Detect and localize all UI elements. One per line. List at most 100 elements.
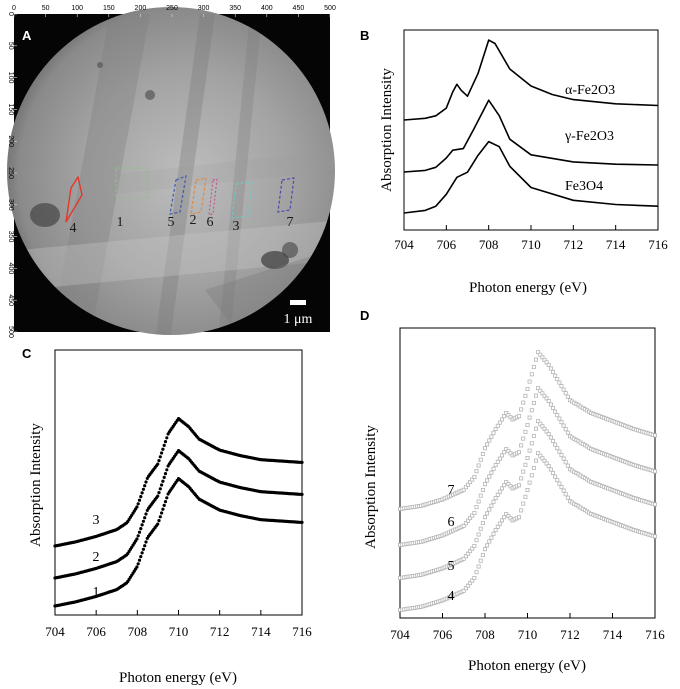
top-tick-label: 400: [261, 5, 273, 12]
scale-bar: [290, 300, 306, 305]
panel-d-xtick-label: 704: [390, 627, 410, 642]
panel-d-point: [482, 515, 487, 520]
panel-d-point: [548, 366, 553, 371]
panel-d-point: [561, 423, 566, 428]
left-tick-label: 400: [7, 263, 14, 275]
panel-d-point: [495, 524, 500, 529]
panel-d-point: [563, 427, 568, 432]
panel-letter-c: C: [22, 346, 32, 361]
panel-d-point: [485, 478, 490, 483]
panel-d-point: [472, 510, 477, 515]
panel-d-point: [525, 455, 530, 460]
panel-d-point: [468, 549, 473, 554]
panel-d-point: [521, 469, 526, 474]
panel-c-point: [137, 558, 142, 562]
panel-d-point: [508, 415, 513, 420]
panel-d-point: [480, 521, 485, 526]
panel-c-point: [165, 496, 169, 500]
panel-d-point: [478, 457, 483, 462]
panel-d-point: [540, 355, 545, 360]
panel-d-point: [557, 416, 562, 421]
panel-d-point: [506, 449, 511, 454]
panel-c-point: [163, 440, 168, 444]
panel-d-point: [536, 386, 541, 391]
panel-d-point: [463, 485, 468, 490]
panel-d-plot: 704 706 708 710 712 714 716 4 5 6 7: [390, 327, 665, 642]
panel-b-series-label: γ-Fe2O3: [564, 129, 614, 144]
panel-c-point: [158, 487, 162, 491]
region-label-1: 1: [117, 215, 124, 230]
panel-d-point: [529, 408, 534, 413]
panel-d-xtick-label: 714: [603, 627, 623, 642]
panel-d-point: [506, 482, 511, 487]
panel-d-series-label: 6: [448, 515, 455, 530]
panel-d-point: [551, 438, 556, 443]
panel-d-point: [506, 413, 511, 418]
panel-c-point: [143, 516, 147, 520]
left-tick-label: 350: [7, 231, 14, 243]
panel-d-point: [542, 426, 547, 431]
panel-d-series-label: 5: [448, 559, 455, 574]
panel-c-point: [161, 479, 165, 483]
panel-d-point: [563, 391, 568, 396]
panel-d-point: [536, 451, 541, 456]
panel-d-point: [502, 515, 507, 520]
panel-c-point: [135, 565, 139, 569]
panel-c-point: [156, 494, 160, 498]
panel-d-point: [468, 581, 473, 586]
panel-c-point: [156, 522, 160, 526]
panel-d-point: [544, 429, 549, 434]
panel-d-point: [463, 586, 468, 591]
panel-d-point: [504, 479, 509, 484]
panel-d-xtick-label: 716: [645, 627, 665, 642]
panel-d-point: [517, 450, 522, 455]
panel-b-xtick-label: 710: [521, 237, 541, 252]
panel-d-point: [551, 470, 556, 475]
panel-d-point: [540, 424, 545, 429]
panel-d-point: [470, 578, 475, 583]
panel-d-point: [468, 480, 473, 485]
panel-c-frame: [54, 349, 303, 616]
panel-d-point: [506, 514, 511, 519]
region-label-6: 6: [207, 215, 214, 230]
panel-d-point: [523, 462, 528, 467]
panel-c-point: [157, 491, 161, 495]
panel-d-point: [559, 485, 564, 490]
panel-c-point: [135, 537, 139, 541]
panel-d-point: [497, 420, 502, 425]
panel-d-point: [542, 393, 547, 398]
panel-c-point: [163, 500, 168, 504]
panel-d-series-label: 7: [448, 483, 455, 498]
panel-d-point: [531, 433, 536, 438]
panel-d-point: [463, 521, 468, 526]
left-tick-label: 200: [7, 135, 14, 147]
panel-d-point: [474, 538, 479, 543]
panel-d-point: [523, 393, 528, 398]
panel-c-point: [156, 462, 160, 466]
panel-c-point: [137, 498, 142, 502]
panel-d-point: [499, 486, 504, 491]
panel-c-point: [135, 505, 139, 509]
panel-c-plot: 704 706 708 710 712 714 716 1 2 3: [45, 349, 312, 639]
panel-d-point: [561, 387, 566, 392]
panel-c-series-label: 2: [93, 550, 100, 565]
top-tick-label: 200: [135, 5, 147, 12]
panel-d-point: [468, 516, 473, 521]
region-label-4: 4: [70, 221, 77, 236]
region-marker-5: [169, 175, 187, 215]
panel-d-point: [485, 511, 490, 516]
panel-b-xtick-label: 704: [394, 237, 414, 252]
panel-d-point: [553, 474, 558, 479]
panel-d-point: [476, 463, 481, 468]
panel-c-point: [160, 451, 164, 455]
panel-d-point: [474, 570, 479, 575]
panel-b-xtick-label: 706: [437, 237, 457, 252]
top-tick-label: 150: [103, 5, 115, 12]
panel-c-point: [144, 480, 148, 484]
panel-d-point: [553, 373, 558, 378]
panel-d-point: [508, 516, 513, 521]
panel-d-point: [461, 523, 466, 528]
panel-d-point: [472, 544, 477, 549]
panel-d-point: [555, 377, 560, 382]
panel-d-point: [485, 543, 490, 548]
